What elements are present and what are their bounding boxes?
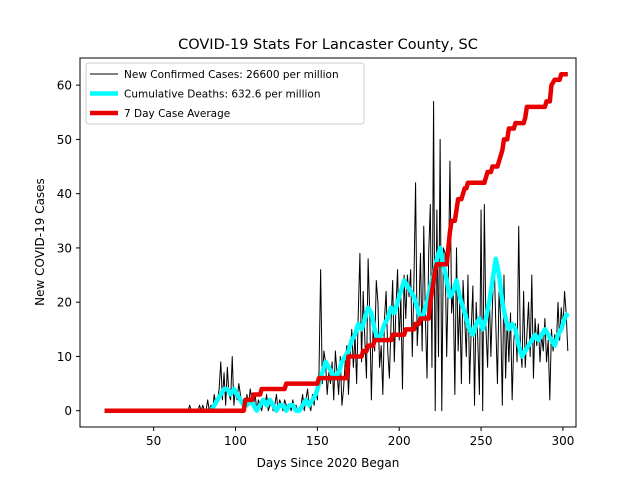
legend-label: New Confirmed Cases: 26600 per million: [124, 69, 339, 81]
plot-frame: [79, 57, 577, 428]
x-axis: 50 100 150 200 250 300: [146, 427, 574, 448]
x-tick-label: 300: [551, 434, 574, 448]
legend-label: Cumulative Deaths: 632.6 per million: [124, 89, 321, 101]
y-axis-label: New COVID-19 Cases: [33, 178, 47, 306]
y-tick-label: 20: [57, 296, 72, 310]
legend-box: [85, 62, 365, 125]
x-tick-label: 50: [146, 434, 161, 448]
chart-title: COVID-19 Stats For Lancaster County, SC: [178, 37, 478, 53]
x-axis-label: Days Since 2020 Began: [257, 456, 400, 470]
series-line-1: [186, 100, 569, 412]
y-tick-label: 60: [57, 79, 72, 93]
legend-label: 7 Day Case Average: [124, 108, 230, 120]
y-tick-label: 50: [57, 133, 72, 147]
x-tick-label: 200: [388, 434, 411, 448]
x-tick-label: 100: [224, 434, 247, 448]
y-tick-label: 10: [57, 350, 72, 364]
x-tick-label: 150: [306, 434, 329, 448]
legend: New Confirmed Cases: 26600 per million Cu…: [85, 62, 365, 125]
y-axis: 0 10 20 30 40 50 60: [57, 79, 80, 418]
x-tick-label: 250: [470, 434, 493, 448]
y-tick-label: 0: [64, 404, 72, 418]
series-line-3: [104, 72, 568, 413]
series-line-2: [209, 245, 570, 413]
y-tick-label: 30: [57, 241, 72, 255]
y-tick-label: 40: [57, 187, 72, 201]
series-layer: [104, 72, 570, 413]
